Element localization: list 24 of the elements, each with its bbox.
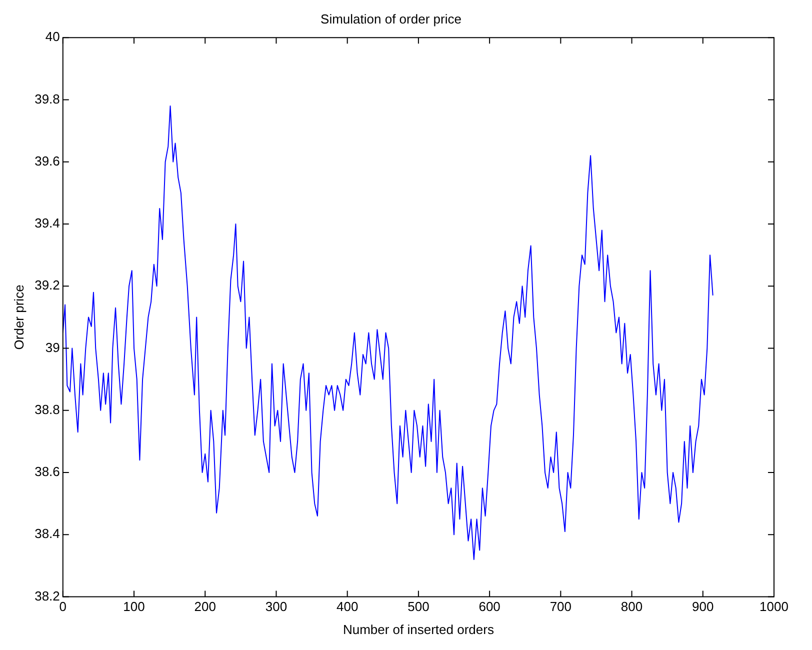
y-tick-label: 38.4	[34, 526, 60, 542]
x-tick-label: 500	[408, 599, 430, 614]
x-tick-label: 100	[123, 599, 145, 614]
x-tick-label: 200	[194, 599, 216, 614]
x-tick-label: 700	[550, 599, 572, 614]
x-tick-label: 600	[478, 599, 500, 614]
y-tick-label: 39.6	[34, 153, 60, 168]
y-tick-label: 38.8	[34, 402, 60, 417]
chart-title: Simulation of order price	[320, 11, 462, 26]
y-tick-label: 39.8	[34, 91, 60, 106]
y-tick-label: 38.6	[34, 464, 60, 480]
y-axis-title: Order price	[11, 284, 26, 350]
x-tick-label: 800	[620, 599, 643, 614]
y-tick-label: 39.4	[34, 216, 60, 231]
x-tick-label: 300	[265, 599, 288, 614]
x-tick-label: 1000	[760, 599, 788, 614]
x-tick-label: 0	[59, 599, 67, 614]
y-tick-label: 39.2	[34, 278, 60, 293]
y-tick-label: 38.2	[34, 588, 60, 604]
x-axis-title: Number of inserted orders	[342, 622, 494, 637]
x-tick-label: 900	[692, 599, 714, 614]
y-tick-label: 40	[45, 29, 60, 44]
y-tick-label: 39	[45, 340, 60, 355]
x-tick-label: 400	[336, 599, 358, 614]
